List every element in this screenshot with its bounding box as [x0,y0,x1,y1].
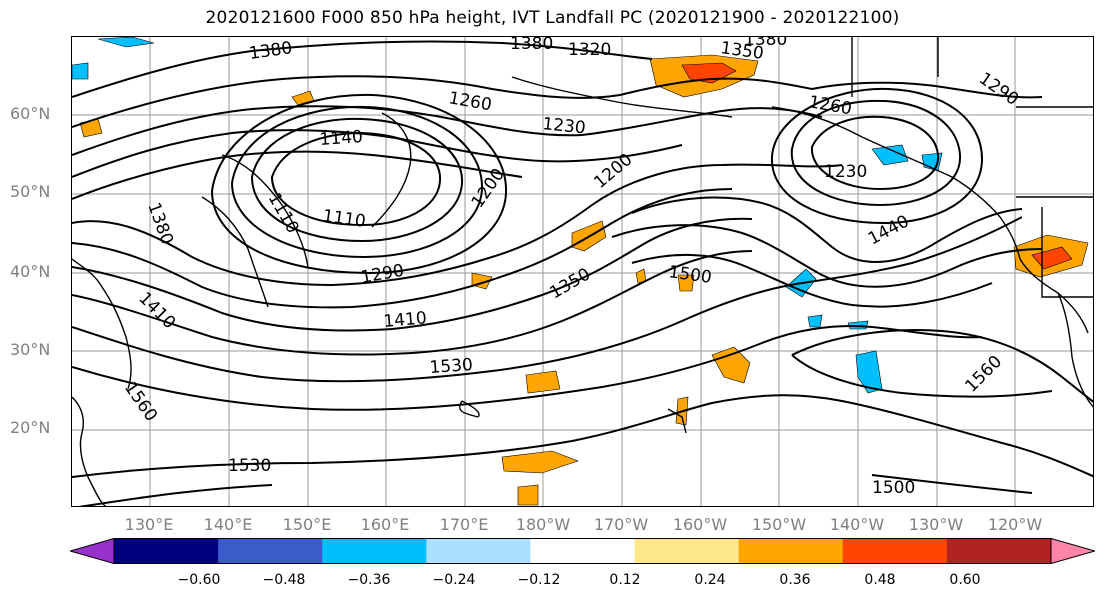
ivt-patch [855,350,883,394]
colorbar-tick-label: 0.36 [779,572,811,588]
lat-label: 60°N [10,104,51,123]
colorbar-tick-label: −0.48 [262,572,306,588]
lat-label: 20°N [10,418,51,437]
lon-label: 170°E [439,515,489,534]
contour-labels: 1380 1380 1320 1350 1380 1290 1260 1230 … [120,37,1022,498]
colorbar-tick-label: 0.48 [864,572,896,588]
colorbar-extend-low [70,538,115,564]
contour-label: 1380 [248,38,294,64]
lon-label: 120°W [987,515,1043,534]
contour-label: 1560 [961,352,1006,397]
contour-label: 1380 [143,200,177,247]
lon-label: 160°W [672,515,728,534]
lon-label: 150°E [282,515,332,534]
contour-label: 1500 [872,478,915,498]
contour-label: 1260 [447,88,493,115]
contour-label: 1530 [429,355,474,378]
contour-label: 1410 [383,308,428,332]
colorbar-cell [738,538,844,564]
contour-label: 1230 [541,114,586,138]
lat-label: 30°N [10,340,51,359]
ivt-patch [677,274,695,292]
ivt-patch [807,314,823,328]
ivt-negative-patches [72,37,943,394]
map-title: 2020121600 F000 850 hPa height, IVT Land… [205,8,900,28]
colorbar-tick-label: −0.24 [432,572,476,588]
map-canvas: 1380 1380 1320 1350 1380 1290 1260 1230 … [72,37,1093,506]
lat-label: 50°N [10,182,51,201]
contour-label: 1380 [744,37,787,50]
map-panel: 1380 1380 1320 1350 1380 1290 1260 1230 … [71,36,1094,507]
lon-label: 130°W [908,515,964,534]
contour-label: 1290 [359,261,405,288]
contour-label: 1530 [228,456,271,476]
colorbar-cell [946,538,1052,564]
colorbar-tick-label: −0.12 [517,572,561,588]
contour-label: 1110 [321,206,367,232]
ivt-patch [517,484,539,506]
colorbar-cell [634,538,740,564]
colorbar-cell [322,538,427,564]
colorbar-tick-label: 0.24 [694,572,726,588]
colorbar-cell [114,538,219,564]
colorbar-cell [218,538,323,564]
height-contours [72,40,1093,506]
lon-label: 170°W [593,515,649,534]
contour-label: 1350 [547,264,594,303]
colorbar-cell [426,538,531,564]
colorbar-tick-label: −0.36 [347,572,391,588]
ivt-patch [711,346,751,384]
lon-label: 140°W [829,515,885,534]
lat-label: 40°N [10,262,51,281]
ivt-patch [525,370,561,394]
lon-label: 150°W [751,515,807,534]
contour-label: 1380 [510,37,553,54]
contour-label: 1440 [865,211,913,249]
ivt-patch [79,118,103,138]
contour-label: 1320 [568,40,611,60]
contour-label: 1560 [120,378,161,425]
graticule [72,37,1093,506]
colorbar-extend-high [1050,538,1095,564]
colorbar-tick-label: −0.60 [177,572,221,588]
colorbar-tick-label: 0.12 [609,572,641,588]
contour-label: 1500 [667,262,713,288]
contour-label: 1230 [824,162,867,182]
lon-label: 140°E [203,515,253,534]
lon-label: 160°E [360,515,410,534]
ivt-patch [681,62,737,84]
lon-label: 180°W [515,515,571,534]
ivt-patch [501,450,579,474]
colorbar-tick-label: 0.60 [949,572,981,588]
contour-label: 1140 [319,127,364,150]
colorbar-cell [842,538,948,564]
ivt-patch [97,37,155,48]
colorbar-cell [530,538,636,564]
ivt-patch [72,62,89,80]
lon-label: 130°E [124,515,174,534]
ivt-patch [871,144,909,166]
colorbar [70,538,1095,564]
